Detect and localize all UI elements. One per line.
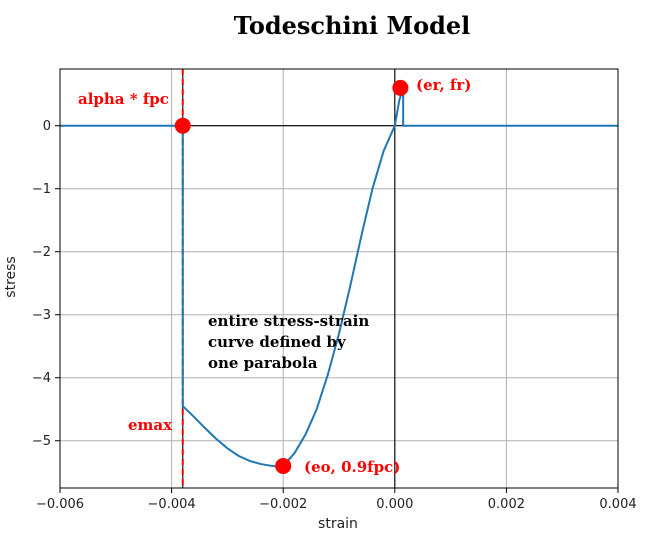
x-tick-label: 0.004 bbox=[599, 497, 636, 512]
annotation-alpha-fpc: alpha * fpc bbox=[78, 90, 169, 108]
x-tick-label: −0.004 bbox=[148, 497, 196, 512]
annotation-note-line-1: entire stress-strain bbox=[208, 312, 369, 330]
x-tick-label: −0.006 bbox=[36, 497, 84, 512]
chart-title: Todeschini Model bbox=[234, 11, 471, 40]
y-tick-label: −3 bbox=[32, 308, 51, 323]
y-tick-label: −1 bbox=[32, 182, 51, 197]
annotation-eo-fpc: (eo, 0.9fpc) bbox=[304, 458, 400, 476]
marker-point bbox=[392, 79, 409, 96]
y-tick-label: −5 bbox=[32, 434, 51, 449]
annotation-note-line-3: one parabola bbox=[208, 354, 318, 372]
x-tick-label: −0.002 bbox=[259, 497, 307, 512]
x-tick-label: 0.002 bbox=[488, 497, 525, 512]
marker-point bbox=[174, 117, 191, 134]
marker-point bbox=[275, 457, 292, 474]
y-axis-label: stress bbox=[3, 256, 19, 297]
marker-points bbox=[174, 79, 409, 474]
x-tick-label: 0.000 bbox=[376, 497, 413, 512]
y-tick-label: 0 bbox=[43, 119, 51, 134]
x-axis-ticks: −0.006 −0.004 −0.002 0.000 0.002 0.004 bbox=[36, 488, 637, 512]
y-axis-ticks: 0 −1 −2 −3 −4 −5 bbox=[32, 119, 60, 449]
series-group bbox=[60, 86, 618, 468]
annotation-emax: emax bbox=[128, 416, 173, 434]
y-tick-label: −4 bbox=[32, 371, 51, 386]
plot-frame bbox=[59, 68, 619, 489]
annotation-note-line-2: curve defined by bbox=[208, 333, 347, 351]
x-axis-label: strain bbox=[318, 516, 358, 532]
series-line bbox=[60, 86, 618, 468]
annotation-er-fr: (er, fr) bbox=[416, 76, 471, 94]
y-tick-label: −2 bbox=[32, 245, 51, 260]
